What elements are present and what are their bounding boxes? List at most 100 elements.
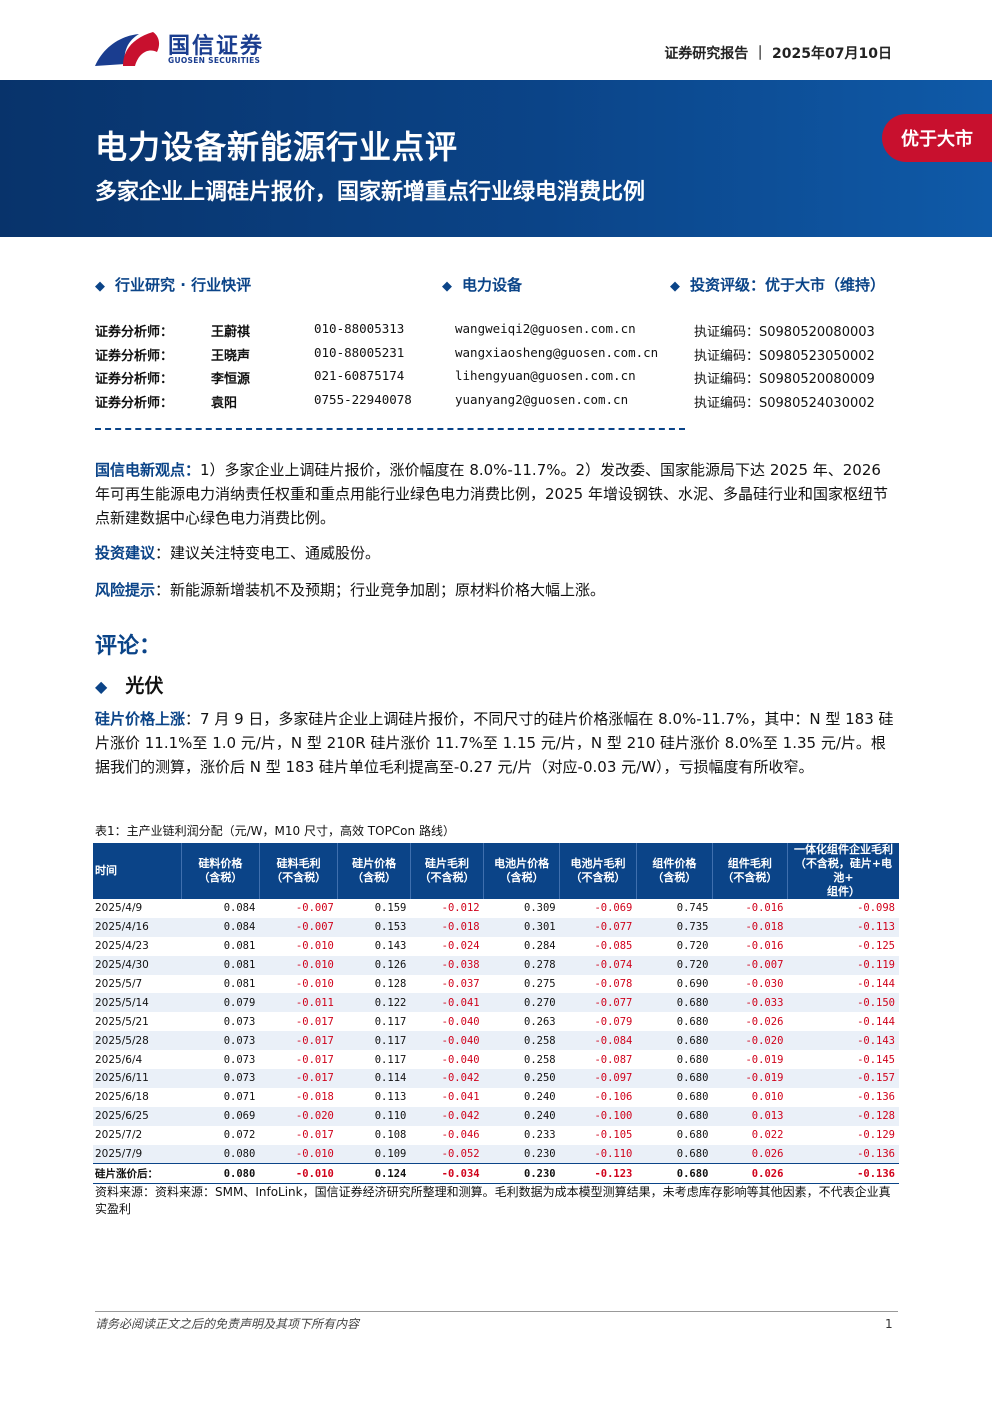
table-header-cell: 硅片毛利 （不含税）	[409, 843, 484, 899]
table-cell: -0.019	[712, 1069, 788, 1088]
table-row: 2025/4/16 0.084 -0.007 0.153 -0.018 0.301 -0.0…	[93, 917, 899, 937]
analyst-email[interactable]: wangxiaosheng@guosen.com.cn	[455, 344, 659, 360]
table-cell: 0.240	[483, 1106, 560, 1126]
table-cell: 0.073	[223, 1053, 256, 1066]
table-cell: 0.720	[636, 955, 713, 975]
table-header-cell: 电池片价格 （含税）	[483, 843, 560, 899]
table-cell: 0.073	[223, 1015, 256, 1028]
table-cell: -0.016	[745, 902, 784, 915]
diamond-icon: ◆	[95, 677, 108, 696]
table-cell: 0.745	[676, 902, 709, 915]
table-cell: -0.040	[410, 1031, 484, 1051]
table-cell: 0.117	[337, 1031, 411, 1051]
table-cell: 0.113	[374, 1091, 407, 1104]
table-cell: -0.125	[857, 940, 895, 953]
table-cell: -0.020	[712, 1031, 788, 1051]
table-cell: -0.100	[559, 1106, 637, 1126]
table-cell: 0.081	[223, 940, 256, 953]
table-cell: 2025/4/9	[95, 902, 143, 915]
table-cell: -0.007	[712, 955, 788, 975]
analyst-email[interactable]: lihengyuan@guosen.com.cn	[455, 368, 636, 383]
table-cell: 0.680	[636, 1069, 713, 1088]
table-cell: 2025/6/4	[95, 1053, 143, 1066]
table-cell: 2025/5/28	[93, 1031, 182, 1051]
table-cell: 0.301	[483, 917, 560, 937]
table-cell: -0.105	[594, 1129, 633, 1142]
table-cell: -0.017	[295, 1015, 334, 1028]
analyst-name: 李恒源	[211, 372, 251, 387]
table-header-cell: 电池片毛利 （不含税）	[559, 843, 637, 899]
table-cell: -0.129	[857, 1129, 895, 1142]
analyst-email[interactable]: wangweiqi2@guosen.com.cn	[455, 321, 636, 336]
table-cell: 0.128	[374, 978, 407, 990]
table-row: 2025/6/4 0.073 -0.017 0.117 -0.040 0.258 -0.08…	[93, 1050, 899, 1069]
comment-heading: 评论：	[95, 634, 162, 659]
table-cell: 0.117	[374, 1015, 407, 1028]
table-cell: 0.013	[712, 1106, 788, 1126]
table-cell: -0.041	[441, 1091, 480, 1104]
risk-paragraph: 风险提示：新能源新增装机不及预期；行业竞争加剧；原材料价格大幅上涨。	[95, 578, 898, 602]
table-cell: -0.010	[259, 955, 338, 975]
table-cell: -0.110	[559, 1144, 637, 1164]
table-cell: -0.084	[559, 1031, 637, 1051]
table-cell: -0.136	[857, 1091, 895, 1104]
table-cell: 0.284	[524, 940, 556, 953]
table-cell: -0.010	[259, 1163, 338, 1185]
table-cell: 0.250	[483, 1069, 560, 1088]
table-cell: -0.042	[410, 1106, 484, 1126]
table-cell: -0.007	[295, 902, 334, 915]
table-cell: -0.123	[559, 1163, 637, 1185]
meta-industry: ◆ 电力设备	[442, 276, 523, 294]
table-cell: 0.680	[676, 1015, 709, 1028]
table-cell: 2025/5/14	[93, 993, 182, 1013]
table-cell: -0.085	[594, 940, 633, 953]
analyst-email[interactable]: yuanyang2@guosen.com.cn	[455, 391, 629, 407]
analyst-role: 证券分析师：	[95, 372, 174, 387]
table-header-cell: 组件毛利 （不含税）	[711, 843, 788, 899]
diamond-icon: ◆	[95, 279, 105, 294]
table-cell: 0.230	[483, 1144, 560, 1164]
analyst-role: 证券分析师：	[95, 348, 174, 364]
analyst-phone: 0755-22940078	[314, 391, 412, 407]
wafer-price-label: 硅片价格上涨	[95, 710, 186, 728]
table-cell: -0.024	[441, 940, 480, 953]
table-cell: 0.309	[524, 902, 556, 915]
table-row: 2025/5/28 0.073 -0.017 0.117 -0.040 0.258 -0.0…	[93, 1031, 899, 1051]
analyst-name: 王蔚祺	[211, 325, 251, 340]
table-cell: -0.017	[259, 1069, 338, 1088]
table-row: 硅片涨价后： 0.080 -0.010 0.124 -0.034 0.230 -0.123 0…	[93, 1163, 899, 1185]
table-cell: 0.680	[636, 1144, 713, 1164]
table-cell: -0.037	[441, 978, 480, 990]
table-cell: -0.018	[295, 1091, 334, 1104]
advice-text: ：建议关注特变电工、通威股份。	[155, 544, 381, 562]
table-cell: -0.074	[559, 955, 637, 975]
table-row: 2025/6/25 0.069 -0.020 0.110 -0.042 0.240 -0.1…	[93, 1106, 899, 1126]
table-header-cell: 组件价格 （含税）	[635, 843, 713, 899]
report-type-date: 证券研究报告 ｜ 2025年07月10日	[664, 46, 892, 62]
table-cell: -0.097	[559, 1069, 637, 1088]
table-cell: 0.026	[712, 1163, 788, 1185]
table-cell: -0.077	[559, 917, 637, 937]
table-cell: -0.038	[410, 955, 484, 975]
guosen-logo-icon	[95, 32, 160, 66]
table-cell: 0.108	[374, 1129, 407, 1142]
table-cell: 0.124	[337, 1163, 411, 1185]
table-cell: -0.087	[594, 1053, 633, 1066]
view-label: 国信电新观点：	[95, 461, 201, 479]
table-body: 2025/4/9 0.084 -0.007 0.159 -0.012 0.309 -0.06…	[93, 899, 899, 1185]
table-cell: 0.690	[676, 978, 709, 990]
table-header-cell: 硅料价格 （含税）	[181, 843, 260, 899]
table-header-cell: 一体化组件企业毛利 （不含税，硅片+电池+ 组件）	[786, 843, 899, 899]
table-row: 2025/5/7 0.081 -0.010 0.128 -0.037 0.275 -0.07…	[93, 975, 899, 994]
table-cell: 0.110	[337, 1106, 411, 1126]
table-cell: -0.020	[259, 1106, 338, 1126]
analyst-row: 证券分析师： 李恒源 021-60875174 lihengyuan@guose…	[95, 368, 895, 392]
table-cell: -0.145	[857, 1053, 895, 1066]
table-source-note: 资料来源：资料来源：SMM、InfoLink，国信证券经济研究所整理和测算。毛利…	[95, 1185, 891, 1216]
table-cell: 0.270	[483, 993, 560, 1013]
table-cell: -0.069	[594, 902, 633, 915]
table-cell: 0.153	[337, 917, 411, 937]
table-cell: -0.040	[441, 1015, 480, 1028]
table-cell: -0.012	[441, 902, 480, 915]
table-cell: -0.041	[410, 993, 484, 1013]
